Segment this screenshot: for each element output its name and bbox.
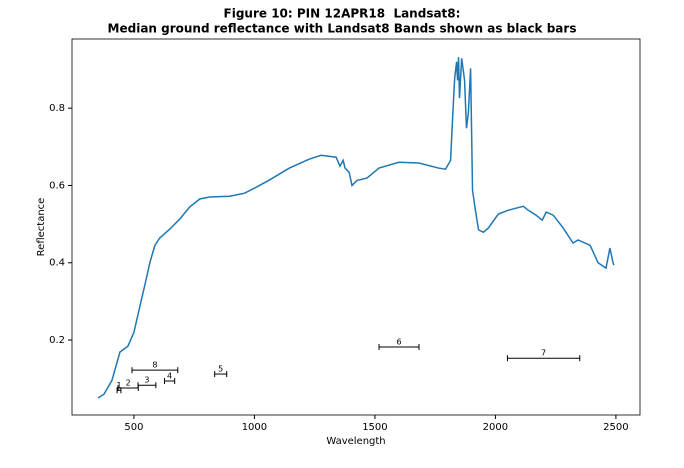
band-bar [137,382,157,389]
band-label: 3 [144,376,149,385]
band-bar [506,355,581,362]
chart-title: Median ground reflectance with Landsat8 … [108,22,577,36]
y-tick-label: 0.6 [49,180,65,191]
band-label: 4 [167,371,172,380]
y-tick-label: 0.8 [49,103,65,114]
band-label: 8 [152,361,157,370]
band-label: 1 [116,381,121,390]
y-axis-label: Reflectance [36,198,47,257]
x-tick-label: 1500 [362,422,387,433]
x-tick-label: 1000 [242,422,267,433]
band-label: 6 [396,337,401,346]
y-tick-label: 0.4 [49,258,65,269]
band-bar [164,377,176,384]
band-label: 7 [541,349,546,358]
band-label: 5 [218,365,223,374]
x-tick-label: 500 [124,422,143,433]
band-bar [131,367,179,374]
x-axis-label: Wavelength [326,436,385,447]
line-series [97,57,615,399]
band-label: 2 [126,378,131,387]
band-bar [214,371,228,378]
plot-frame [71,38,641,416]
x-tick-label: 2500 [603,422,628,433]
y-tick-label: 0.2 [49,335,65,346]
band-bar [378,343,420,350]
chart-title: Figure 10: PIN 12APR18 Landsat8: [224,7,461,21]
x-tick-label: 2000 [483,422,508,433]
